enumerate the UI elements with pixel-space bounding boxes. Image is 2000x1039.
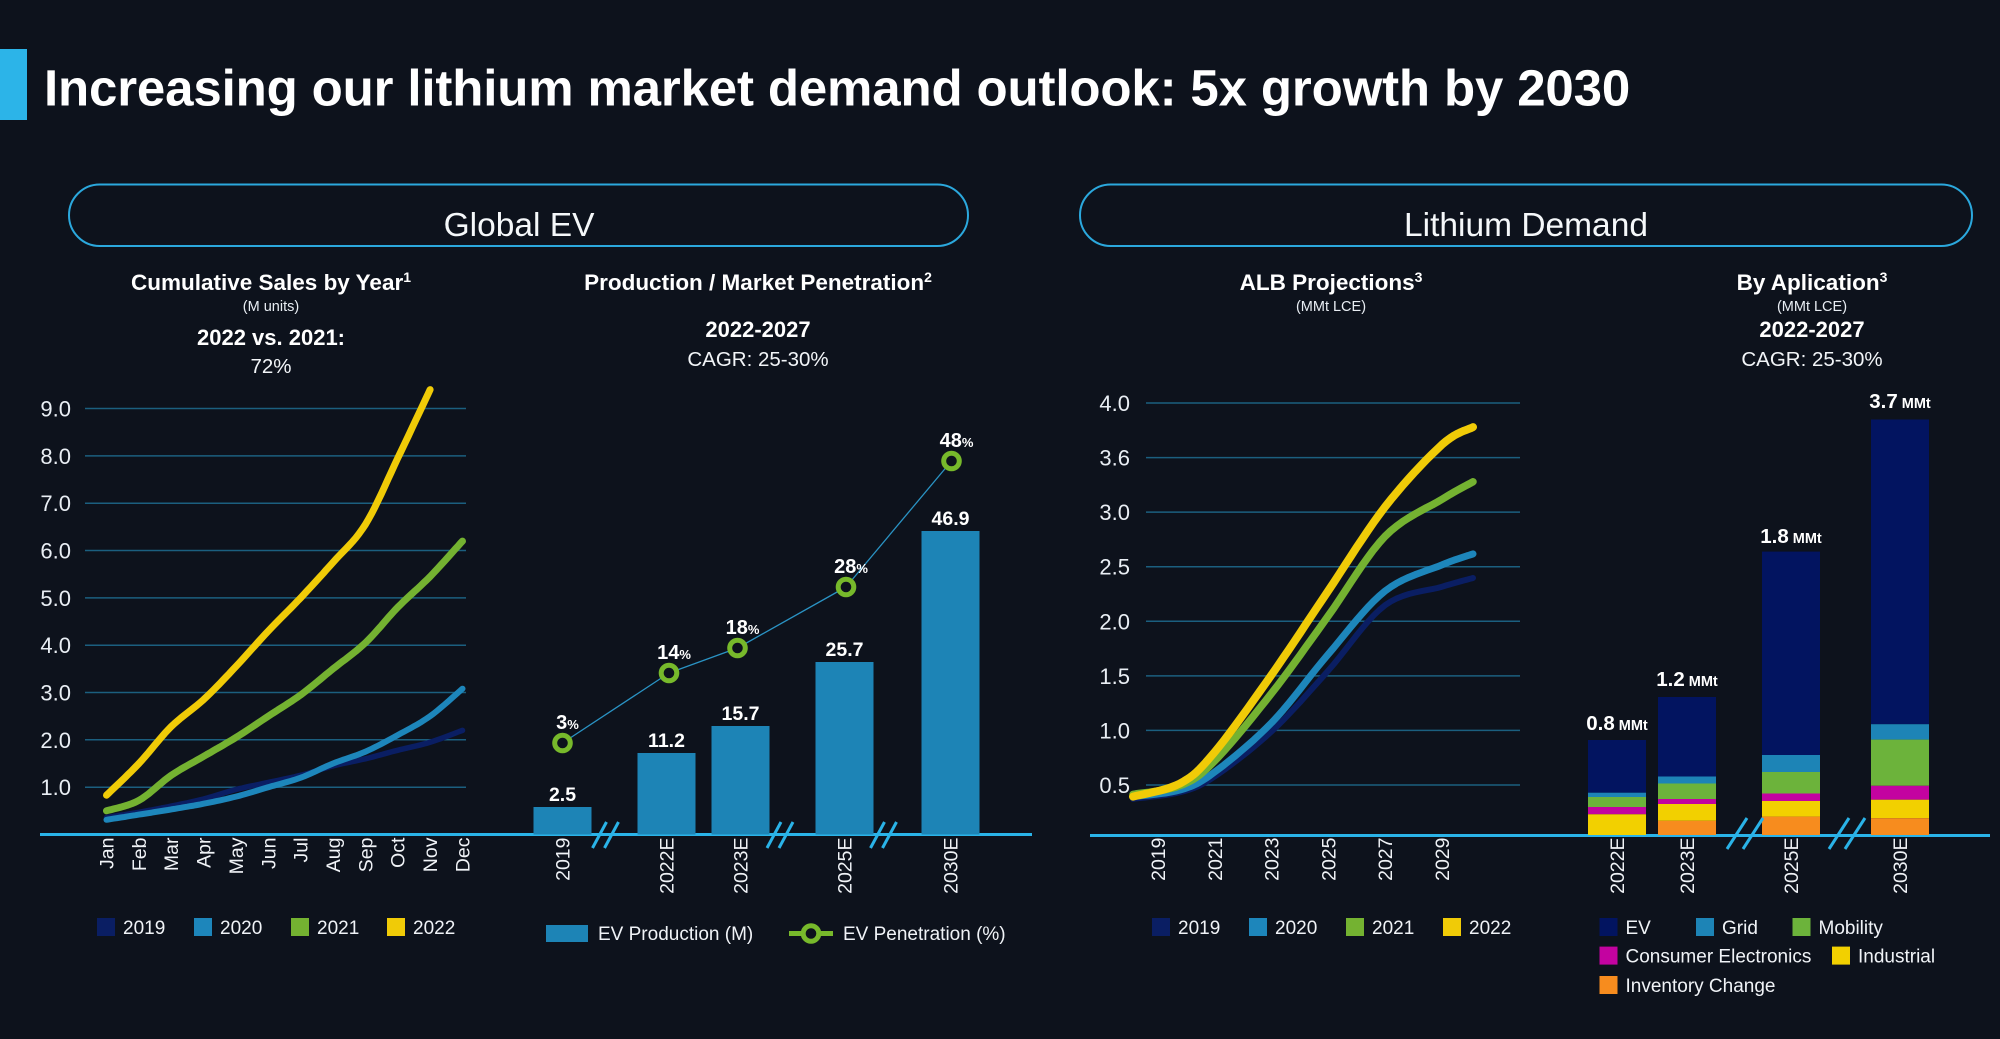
svg-text:2021: 2021 [1372, 918, 1414, 939]
svg-text:28%: 28% [834, 556, 868, 578]
svg-text:Oct: Oct [388, 837, 410, 868]
svg-text:2019: 2019 [123, 918, 165, 939]
svg-text:0.5: 0.5 [1099, 773, 1130, 798]
svg-text:72%: 72% [250, 355, 291, 378]
svg-text:Inventory Change: Inventory Change [1626, 976, 1776, 997]
svg-text:2022-2027: 2022-2027 [705, 317, 810, 342]
svg-text:2021: 2021 [317, 918, 359, 939]
svg-text:CAGR: 25-30%: CAGR: 25-30% [1741, 348, 1882, 371]
svg-text:2021: 2021 [1205, 838, 1227, 881]
svg-text:EV Production (M): EV Production (M) [598, 924, 753, 945]
svg-text:5.0: 5.0 [40, 586, 71, 611]
svg-text:4.0: 4.0 [1099, 391, 1130, 416]
svg-text:7.0: 7.0 [40, 491, 71, 516]
svg-text:1.0: 1.0 [1099, 718, 1130, 743]
svg-text:1.5: 1.5 [1099, 664, 1130, 689]
svg-text:CAGR: 25-30%: CAGR: 25-30% [687, 348, 828, 371]
svg-text:48%: 48% [940, 430, 974, 452]
svg-text:(MMt LCE): (MMt LCE) [1296, 299, 1366, 315]
svg-text:2022: 2022 [1469, 918, 1511, 939]
svg-text:Lithium Demand: Lithium Demand [1404, 207, 1648, 244]
svg-text:Mar: Mar [161, 837, 183, 871]
svg-text:By Aplication3: By Aplication3 [1737, 269, 1888, 295]
svg-text:Increasing our lithium market: Increasing our lithium market demand out… [44, 60, 1630, 117]
svg-text:2019: 2019 [553, 838, 575, 881]
svg-text:Production / Market Penetratio: Production / Market Penetration2 [584, 269, 932, 295]
svg-text:11.2: 11.2 [648, 730, 685, 752]
svg-text:(MMt LCE): (MMt LCE) [1777, 299, 1847, 315]
svg-text:2025E: 2025E [835, 838, 857, 894]
svg-text:3.6: 3.6 [1099, 446, 1130, 471]
svg-text:2030E: 2030E [941, 838, 963, 894]
svg-text:15.7: 15.7 [722, 703, 760, 725]
svg-text:2019: 2019 [1178, 918, 1220, 939]
svg-text:2023: 2023 [1262, 838, 1284, 881]
svg-text:Global EV: Global EV [444, 207, 595, 244]
svg-text:2025: 2025 [1318, 837, 1340, 881]
svg-text:2019: 2019 [1148, 838, 1170, 881]
svg-text:Industrial: Industrial [1858, 947, 1935, 968]
svg-text:Mobility: Mobility [1819, 918, 1884, 939]
svg-text:1.2 MMt: 1.2 MMt [1656, 668, 1718, 691]
svg-text:3.7 MMt: 3.7 MMt [1869, 390, 1931, 413]
svg-text:Aug: Aug [323, 838, 345, 873]
svg-text:1.8 MMt: 1.8 MMt [1760, 525, 1822, 548]
svg-text:Sep: Sep [355, 837, 377, 872]
svg-text:2027: 2027 [1375, 838, 1397, 881]
svg-text:2022E: 2022E [657, 838, 679, 894]
svg-text:3.0: 3.0 [40, 681, 71, 706]
svg-text:2022E: 2022E [1607, 838, 1629, 894]
svg-text:Apr: Apr [194, 837, 216, 868]
svg-text:2.0: 2.0 [1099, 609, 1130, 634]
svg-text:2022: 2022 [413, 918, 455, 939]
svg-text:ALB Projections3: ALB Projections3 [1240, 269, 1423, 295]
svg-text:2023E: 2023E [731, 838, 753, 894]
svg-text:EV: EV [1626, 918, 1652, 939]
svg-text:8.0: 8.0 [40, 444, 71, 469]
svg-text:EV Penetration (%): EV Penetration (%) [843, 924, 1006, 945]
svg-text:2020: 2020 [220, 918, 262, 939]
svg-text:46.9: 46.9 [932, 508, 970, 530]
svg-text:1.0: 1.0 [40, 775, 71, 800]
svg-text:2020: 2020 [1275, 918, 1317, 939]
svg-text:(M units): (M units) [243, 299, 299, 315]
svg-text:Jan: Jan [97, 838, 119, 869]
svg-text:Jul: Jul [291, 838, 313, 863]
svg-text:9.0: 9.0 [40, 397, 71, 422]
svg-text:Dec: Dec [453, 837, 475, 872]
svg-text:3.0: 3.0 [1099, 500, 1130, 525]
svg-text:2029: 2029 [1432, 838, 1454, 881]
svg-text:2.5: 2.5 [1099, 555, 1130, 580]
svg-text:2023E: 2023E [1677, 838, 1699, 894]
svg-text:Cumulative Sales by Year1: Cumulative Sales by Year1 [131, 269, 411, 295]
svg-text:14%: 14% [657, 642, 691, 664]
svg-text:2.0: 2.0 [40, 728, 71, 753]
svg-text:Nov: Nov [420, 837, 442, 872]
svg-text:Jun: Jun [258, 838, 280, 869]
svg-text:18%: 18% [726, 617, 760, 639]
svg-text:0.8 MMt: 0.8 MMt [1586, 712, 1648, 735]
svg-text:Consumer Electronics: Consumer Electronics [1626, 947, 1812, 968]
svg-text:Grid: Grid [1722, 918, 1758, 939]
svg-text:2030E: 2030E [1890, 838, 1912, 894]
svg-text:25.7: 25.7 [826, 639, 864, 661]
svg-text:2.5: 2.5 [549, 784, 576, 806]
svg-text:2022-2027: 2022-2027 [1759, 317, 1864, 342]
svg-text:Feb: Feb [129, 837, 151, 871]
svg-text:6.0: 6.0 [40, 539, 71, 564]
svg-text:2025E: 2025E [1781, 838, 1803, 894]
svg-text:May: May [226, 837, 248, 874]
svg-text:4.0: 4.0 [40, 633, 71, 658]
svg-text:2022 vs. 2021:: 2022 vs. 2021: [197, 325, 345, 350]
svg-text:3%: 3% [556, 712, 579, 734]
